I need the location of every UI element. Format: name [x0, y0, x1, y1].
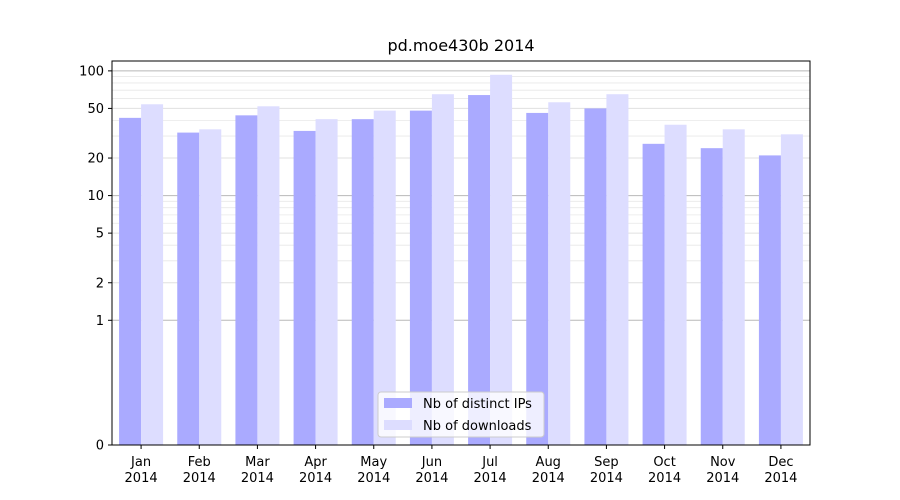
x-tick-label-year: 2014 [706, 471, 739, 486]
x-tick-label-month: Nov [710, 455, 736, 470]
x-tick-label-month: Jun [421, 455, 442, 470]
y-tick-label: 100 [79, 64, 104, 79]
bar-downloads-dec [780, 134, 803, 445]
x-tick-label-month: Jan [130, 455, 151, 470]
x-tick-label-month: Dec [768, 455, 793, 470]
bar-distinct-ips-apr [293, 130, 316, 445]
legend-swatch-downloads [384, 420, 412, 430]
bar-downloads-apr [315, 119, 338, 446]
bar-distinct-ips-nov [700, 148, 723, 445]
bar-downloads-oct [664, 124, 687, 445]
legend-label-ips: Nb of distinct IPs [423, 397, 532, 412]
y-tick-label: 0 [96, 439, 104, 454]
y-tick-label: 10 [87, 189, 104, 204]
bar-distinct-ips-dec [758, 155, 781, 445]
bar-distinct-ips-feb [177, 132, 200, 446]
bar-downloads-feb [199, 129, 222, 446]
x-tick-label-year: 2014 [590, 471, 623, 486]
bar-downloads-aug [548, 102, 571, 446]
x-tick-label-month: Jul [481, 455, 498, 470]
x-tick-label-year: 2014 [241, 471, 274, 486]
bar-downloads-nov [722, 129, 745, 446]
x-tick-label-year: 2014 [299, 471, 332, 486]
bar-distinct-ips-mar [235, 115, 258, 445]
bars [119, 74, 803, 446]
bar-distinct-ips-may [351, 119, 374, 446]
x-tick-label-month: May [360, 455, 387, 470]
y-tick-label: 50 [87, 102, 104, 117]
bar-downloads-sep [606, 94, 629, 445]
y-tick-label: 2 [96, 276, 104, 291]
plot-frame [111, 60, 811, 446]
bar-downloads-jun [431, 94, 454, 445]
x-tick-label-month: Oct [653, 455, 675, 470]
legend-label-downloads: Nb of downloads [423, 419, 532, 434]
x-tick-label-year: 2014 [648, 471, 681, 486]
legend-swatch-ips [384, 398, 412, 408]
x-tick-label-year: 2014 [357, 471, 390, 486]
x-tick-label-month: Feb [188, 455, 211, 470]
chart-title: pd.moe430b 2014 [387, 36, 534, 55]
x-tick-label-year: 2014 [532, 471, 565, 486]
bar-downloads-mar [257, 106, 280, 446]
bar-distinct-ips-jul [468, 95, 491, 446]
x-axis: Jan2014Feb2014Mar2014Apr2014May2014Jun20… [125, 445, 797, 486]
bar-distinct-ips-jan [119, 117, 142, 445]
bar-distinct-ips-oct [642, 143, 665, 446]
bar-downloads-jan [141, 104, 164, 445]
y-tick-label: 1 [96, 314, 104, 329]
grid-lines [112, 70, 810, 321]
bar-distinct-ips-jun [409, 110, 432, 445]
x-tick-label-month: Apr [304, 455, 327, 470]
bar-downloads-may [373, 110, 396, 445]
x-tick-label-year: 2014 [415, 471, 448, 486]
x-tick-label-year: 2014 [183, 471, 216, 486]
x-tick-label-year: 2014 [474, 471, 507, 486]
bar-downloads-jul [490, 74, 513, 445]
y-tick-label: 5 [96, 227, 104, 242]
legend: Nb of distinct IPs Nb of downloads [377, 391, 545, 438]
x-tick-label-month: Mar [245, 455, 270, 470]
x-tick-label-month: Aug [536, 455, 561, 470]
y-axis: 0 1 2 5 10 20 50 100 [79, 64, 112, 454]
x-tick-label-year: 2014 [125, 471, 158, 486]
bar-distinct-ips-aug [526, 112, 549, 446]
bar-distinct-ips-sep [584, 108, 607, 446]
x-tick-label-month: Sep [594, 455, 619, 470]
x-tick-label-year: 2014 [764, 471, 797, 486]
y-tick-label: 20 [87, 152, 104, 167]
legend-box [377, 391, 545, 438]
